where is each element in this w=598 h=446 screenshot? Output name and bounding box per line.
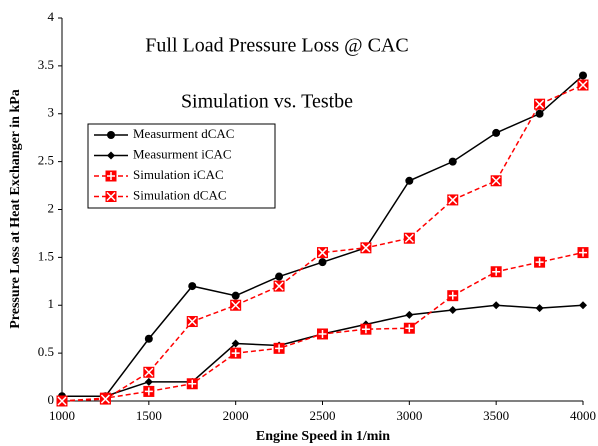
marker-cross: [318, 329, 327, 338]
x-tick-label: 1000: [49, 408, 75, 423]
marker: [231, 291, 240, 300]
marker-cross: [317, 248, 328, 258]
marker-cross: [579, 248, 587, 257]
marker: [535, 304, 544, 313]
legend-label: Simulation dCAC: [133, 187, 227, 202]
marker-cross: [144, 367, 154, 377]
marker: [360, 242, 372, 254]
x-tick-label: 3500: [483, 408, 509, 423]
marker: [577, 247, 589, 259]
marker: [317, 328, 328, 340]
marker-cross: [106, 191, 116, 202]
x-tick-label: 1500: [136, 408, 162, 423]
marker: [447, 290, 459, 302]
marker-cross: [535, 258, 544, 267]
marker-cross: [578, 80, 588, 90]
marker-cross: [231, 349, 240, 358]
marker: [405, 310, 414, 319]
marker-cross: [404, 233, 414, 243]
marker-cross: [100, 394, 110, 404]
series-line: [61, 251, 584, 402]
marker: [144, 377, 153, 386]
marker: [144, 334, 153, 343]
marker-cross: [492, 267, 501, 276]
marker: [448, 157, 457, 166]
y-tick-label: 2: [48, 200, 55, 215]
marker-cross: [144, 387, 153, 396]
marker: [275, 272, 284, 281]
marker: [230, 347, 242, 359]
marker-cross: [448, 291, 457, 300]
legend-label: Measurment iCAC: [133, 146, 232, 161]
marker: [405, 176, 414, 185]
marker: [188, 282, 197, 291]
marker-cross: [535, 99, 545, 109]
marker: [447, 194, 459, 206]
marker: [273, 342, 285, 354]
annotation: Full Load Pressure Loss @ CAC: [145, 35, 408, 57]
marker-cross: [275, 344, 284, 353]
marker: [579, 71, 587, 80]
marker: [231, 339, 240, 348]
marker: [273, 280, 285, 292]
marker-cross: [107, 172, 115, 180]
marker: [535, 109, 544, 118]
marker: [448, 306, 457, 315]
marker-cross: [188, 379, 197, 388]
y-tick-label: 4: [48, 9, 55, 24]
marker: [490, 266, 502, 278]
x-tick-label: 2500: [310, 408, 336, 423]
marker: [403, 322, 415, 334]
marker: [492, 128, 501, 137]
marker-cross: [361, 243, 371, 253]
x-tick-label: 2000: [223, 408, 249, 423]
marker-cross: [274, 281, 284, 291]
marker: [107, 151, 115, 160]
marker: [105, 170, 117, 182]
y-tick-label: 2.5: [38, 153, 54, 168]
x-axis-label: Engine Speed in 1/min: [256, 429, 390, 444]
y-tick-label: 3: [48, 105, 55, 120]
y-tick-label: 1.5: [38, 248, 54, 263]
marker: [143, 385, 155, 397]
y-axis-label: Pressure Loss at Heat Exchanger in kPa: [8, 89, 23, 329]
marker-cross: [57, 396, 67, 406]
marker: [492, 301, 501, 310]
marker-cross: [231, 300, 241, 310]
marker: [579, 301, 587, 310]
marker: [56, 395, 68, 407]
marker: [318, 258, 327, 267]
legend-box: [87, 123, 276, 209]
marker: [99, 393, 111, 405]
marker-cross: [361, 325, 370, 334]
marker: [230, 299, 242, 311]
marker: [105, 191, 117, 202]
marker: [107, 131, 115, 139]
y-tick-label: 3.5: [38, 57, 54, 72]
marker: [186, 378, 198, 390]
marker: [317, 247, 328, 259]
marker: [403, 232, 415, 244]
marker: [534, 256, 546, 268]
marker-cross: [187, 316, 197, 327]
marker: [360, 323, 372, 335]
y-tick-label: 0.5: [38, 344, 54, 359]
legend-label: Simulation iCAC: [133, 167, 224, 182]
marker: [186, 316, 198, 328]
marker-cross: [405, 324, 414, 333]
x-tick-label: 4000: [570, 408, 596, 423]
annotation: Simulation vs. Testbe: [181, 91, 353, 113]
marker-cross: [448, 195, 458, 205]
marker: [490, 175, 502, 187]
legend-label: Measurment dCAC: [133, 126, 234, 141]
marker: [534, 98, 546, 110]
y-tick-label: 1: [48, 296, 55, 311]
marker: [577, 79, 589, 91]
marker-cross: [491, 176, 501, 186]
marker: [143, 366, 155, 378]
x-tick-label: 3000: [396, 408, 422, 423]
y-tick-label: 0: [48, 392, 55, 407]
